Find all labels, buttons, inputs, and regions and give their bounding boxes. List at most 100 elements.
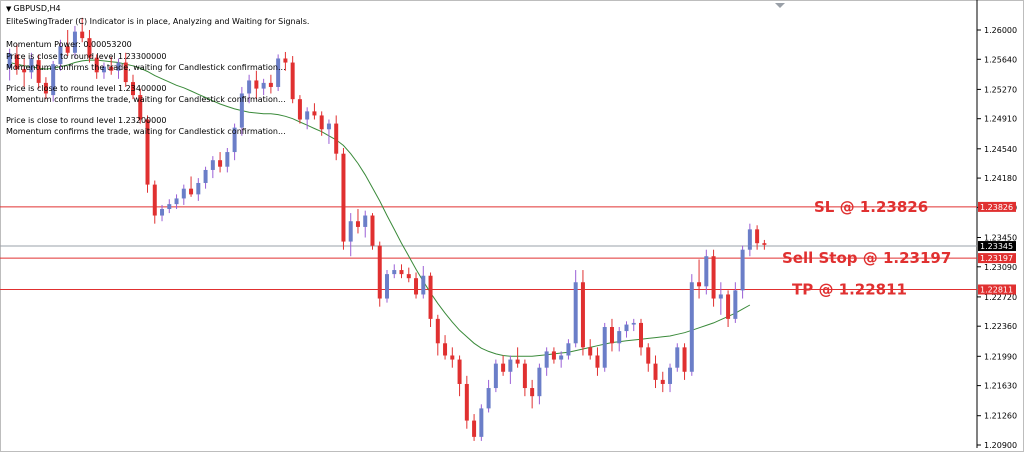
candle bbox=[319, 111, 324, 136]
candle-body bbox=[435, 318, 440, 344]
candle-body bbox=[196, 182, 201, 195]
candle-body bbox=[210, 160, 215, 170]
candle bbox=[428, 272, 433, 328]
candle bbox=[580, 270, 585, 356]
candle bbox=[501, 355, 506, 376]
price-tick-label: 1.21260 bbox=[984, 412, 1017, 421]
price-tick-label: 1.22360 bbox=[984, 322, 1017, 331]
candle-body bbox=[225, 152, 230, 167]
candle bbox=[145, 115, 150, 193]
candle-body bbox=[588, 347, 593, 356]
chart-shift-marker-icon[interactable] bbox=[775, 3, 785, 8]
candle-body bbox=[566, 343, 571, 356]
candle-body bbox=[254, 80, 259, 89]
candle bbox=[196, 178, 201, 201]
candle-body bbox=[755, 229, 760, 244]
candle-body bbox=[450, 355, 455, 360]
momentum-confirm-text: Momentum confirms the trade, waiting for… bbox=[6, 63, 286, 72]
candle bbox=[718, 282, 723, 315]
candle-body bbox=[682, 347, 687, 372]
candle bbox=[334, 115, 339, 161]
candle bbox=[138, 88, 143, 124]
candle bbox=[399, 264, 404, 279]
price-tick-label: 1.23090 bbox=[984, 263, 1017, 272]
candle-body bbox=[530, 388, 535, 397]
candle bbox=[646, 343, 651, 372]
candle-body bbox=[617, 331, 622, 344]
candle-body bbox=[559, 355, 564, 360]
candle-body bbox=[239, 93, 244, 128]
candle bbox=[573, 270, 578, 348]
candle bbox=[740, 245, 745, 299]
candle bbox=[247, 74, 252, 104]
candle bbox=[559, 351, 564, 368]
candle-body bbox=[80, 31, 85, 39]
caret-down-icon[interactable]: ▼ bbox=[6, 5, 12, 13]
candle-body bbox=[7, 53, 12, 69]
candle bbox=[486, 379, 491, 413]
candle-body bbox=[733, 290, 738, 319]
candle bbox=[312, 103, 317, 120]
candle-body bbox=[675, 347, 680, 368]
candle bbox=[639, 318, 643, 356]
candle bbox=[747, 223, 752, 257]
candle bbox=[755, 225, 760, 250]
candle bbox=[711, 249, 716, 307]
candle-body bbox=[493, 363, 498, 389]
indicator-status: EliteSwingTrader (C) Indicator is in pla… bbox=[6, 17, 310, 26]
candle bbox=[72, 25, 77, 59]
candle bbox=[305, 107, 310, 130]
candle bbox=[80, 17, 85, 43]
candle-body bbox=[305, 111, 310, 120]
momentum-confirm-text: Momentum confirms the trade, waiting for… bbox=[6, 127, 286, 136]
candle-body bbox=[247, 80, 252, 94]
candle-body bbox=[537, 367, 542, 397]
candle bbox=[51, 60, 56, 102]
levels-layer bbox=[0, 206, 977, 290]
candle bbox=[689, 274, 694, 376]
candle bbox=[457, 355, 462, 397]
level-label: SL @ 1.23826 bbox=[814, 198, 928, 216]
candle-body bbox=[51, 64, 56, 96]
candle bbox=[530, 379, 535, 409]
candle bbox=[326, 119, 331, 144]
candle bbox=[609, 318, 614, 352]
candle bbox=[109, 56, 114, 75]
candle-body bbox=[580, 282, 585, 348]
candle-body bbox=[174, 198, 179, 205]
candle bbox=[443, 335, 448, 360]
candle bbox=[726, 290, 731, 328]
current-price-tag-text: 1.23345 bbox=[980, 242, 1013, 251]
candle bbox=[218, 152, 223, 173]
candle-body bbox=[297, 99, 302, 120]
candle-body bbox=[261, 82, 266, 89]
candle bbox=[421, 265, 426, 299]
symbol-label: GBPUSD,H4 bbox=[13, 4, 61, 13]
level-price-tag-text: 1.23197 bbox=[980, 254, 1013, 263]
candle-body bbox=[464, 383, 469, 421]
candle-body bbox=[131, 82, 135, 96]
candle bbox=[14, 43, 19, 75]
round-level-text: Price is close to round level 1.23200000 bbox=[6, 116, 167, 125]
candle bbox=[697, 259, 702, 299]
candle-body bbox=[399, 270, 404, 275]
candle-body bbox=[639, 322, 643, 348]
candle-body bbox=[595, 355, 600, 368]
candle bbox=[544, 347, 549, 376]
candle-body bbox=[283, 58, 288, 63]
candle bbox=[43, 77, 48, 100]
candle-body bbox=[326, 123, 331, 130]
candle-body bbox=[573, 282, 578, 344]
candle bbox=[472, 414, 477, 441]
price-tick-label: 1.25270 bbox=[984, 85, 1017, 94]
candle bbox=[624, 321, 629, 338]
level-price-tag-text: 1.22811 bbox=[980, 285, 1013, 294]
candle-body bbox=[762, 243, 767, 245]
candle bbox=[653, 355, 658, 389]
candle bbox=[355, 209, 360, 234]
candle bbox=[493, 359, 498, 393]
candle bbox=[210, 156, 215, 179]
candle bbox=[450, 347, 455, 368]
